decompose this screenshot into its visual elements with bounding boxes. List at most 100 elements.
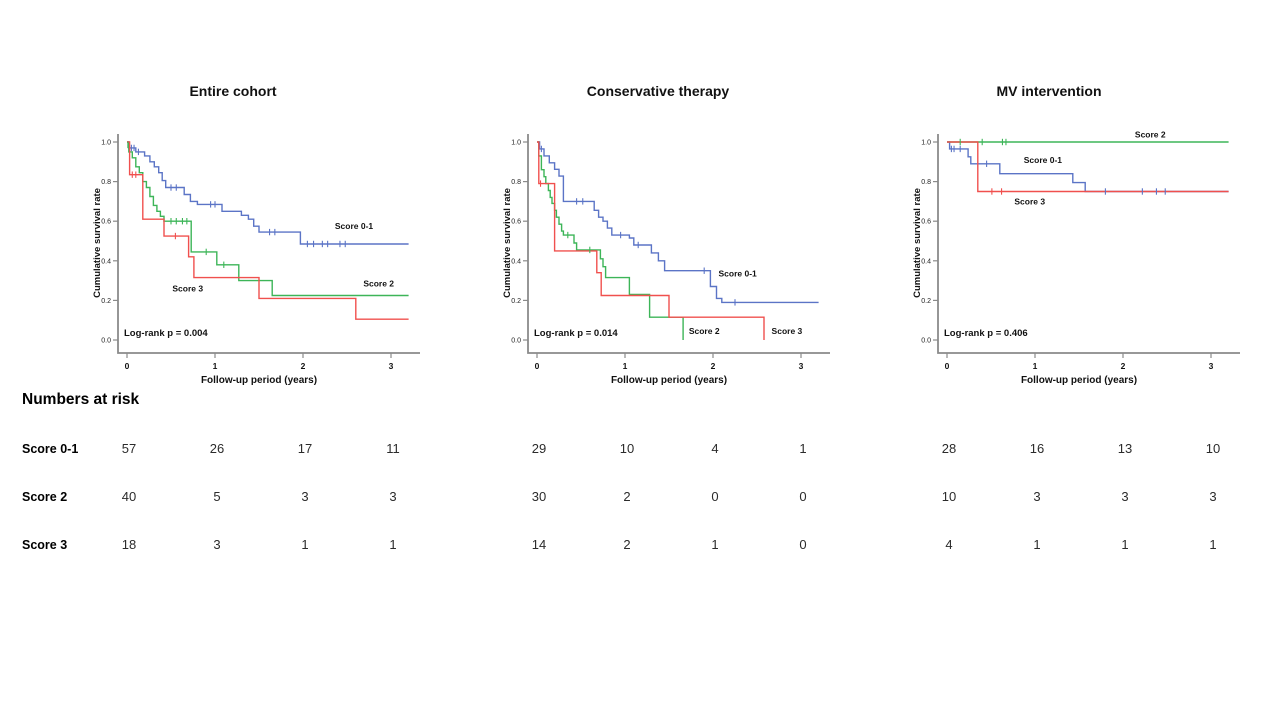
risk-count: 1 <box>799 441 807 456</box>
km-plot-svg: Conservative therapy 0.0 0.2 0.4 0.6 0.8 1.0 0 1… <box>502 83 830 386</box>
x-tick-label: 2 <box>711 361 716 371</box>
risk-count: 29 <box>531 441 547 456</box>
curve-label-score-3: Score 3 <box>772 326 803 336</box>
curve-label-score-0-1: Score 0-1 <box>335 221 374 231</box>
curve-label-score-3: Score 3 <box>172 284 203 294</box>
risk-count: 1 <box>711 537 719 552</box>
risk-count: 1 <box>1209 537 1217 552</box>
km-panel-entire-cohort: Entire cohort 0.0 0.2 0.4 0.6 0.8 1.0 0 1 2 3 Cumul… <box>92 70 437 390</box>
risk-count: 4 <box>945 537 953 552</box>
y-tick-label: 0.4 <box>921 258 931 265</box>
panel-title: Entire cohort <box>189 83 276 99</box>
risk-row-label: Score 3 <box>22 538 68 552</box>
risk-count: 11 <box>386 441 400 456</box>
risk-count: 10 <box>941 489 957 504</box>
risk-count: 1 <box>1033 537 1041 552</box>
risk-count: 1 <box>301 537 309 552</box>
y-tick-label: 0.0 <box>101 338 111 345</box>
y-tick-label: 0.2 <box>511 298 521 305</box>
risk-count: 3 <box>1121 489 1129 504</box>
y-tick-label: 0.6 <box>101 219 111 226</box>
risk-count: 3 <box>389 489 397 504</box>
km-panel-conservative-therapy: Conservative therapy 0.0 0.2 0.4 0.6 0.8 1.0 0 1… <box>502 70 847 390</box>
x-tick-label: 2 <box>1121 361 1126 371</box>
km-plot-svg: MV intervention 0.0 0.2 0.4 0.6 0.8 1.0 0 1 2 3 Cum… <box>912 83 1240 386</box>
km-plot-svg: Entire cohort 0.0 0.2 0.4 0.6 0.8 1.0 0 1 2 3 Cumul… <box>92 83 420 386</box>
y-tick-label: 1.0 <box>101 140 111 147</box>
x-axis-title: Follow-up period (years) <box>1021 375 1137 386</box>
km-panel-mv-intervention: MV intervention 0.0 0.2 0.4 0.6 0.8 1.0 0 1 2 3 Cum… <box>912 70 1257 390</box>
risk-count: 3 <box>1209 489 1217 504</box>
x-tick-label: 0 <box>125 361 130 371</box>
risk-table-heading: Numbers at risk <box>22 391 140 408</box>
logrank-annotation: Log-rank p = 0.004 <box>124 328 208 339</box>
logrank-annotation: Log-rank p = 0.014 <box>534 328 618 339</box>
y-tick-label: 0.4 <box>101 258 111 265</box>
y-axis-title: Cumulative survival rate <box>502 188 513 298</box>
y-tick-label: 0.6 <box>921 219 931 226</box>
survival-curve-score-0-1 <box>127 141 409 245</box>
panel-title: MV intervention <box>996 83 1101 99</box>
curve-label-score-0-1: Score 0-1 <box>1024 155 1063 165</box>
x-axis-title: Follow-up period (years) <box>201 375 317 386</box>
risk-count: 4 <box>711 441 719 456</box>
risk-count: 1 <box>1121 537 1129 552</box>
x-tick-label: 1 <box>623 361 628 371</box>
y-tick-label: 0.4 <box>511 258 521 265</box>
risk-count: 0 <box>799 537 807 552</box>
risk-count: 2 <box>623 537 631 552</box>
risk-count: 0 <box>711 489 719 504</box>
risk-count: 2 <box>623 489 631 504</box>
risk-count: 3 <box>213 537 221 552</box>
axes-lines <box>937 134 1240 354</box>
x-tick-label: 0 <box>945 361 950 371</box>
risk-row-label: Score 2 <box>22 490 68 504</box>
y-tick-label: 0.2 <box>101 298 111 305</box>
risk-count: 13 <box>1117 441 1133 456</box>
x-tick-label: 3 <box>389 361 394 371</box>
risk-count: 3 <box>301 489 309 504</box>
survival-curve-score-0-1 <box>947 141 1229 193</box>
y-tick-label: 0.0 <box>511 338 521 345</box>
risk-count: 57 <box>121 441 137 456</box>
x-tick-label: 1 <box>213 361 218 371</box>
y-tick-label: 0.8 <box>921 179 931 186</box>
y-tick-label: 0.6 <box>511 219 521 226</box>
risk-count: 1 <box>389 537 397 552</box>
x-axis-title: Follow-up period (years) <box>611 375 727 386</box>
survival-curve-score-3 <box>947 141 1229 193</box>
x-tick-label: 2 <box>301 361 306 371</box>
logrank-annotation: Log-rank p = 0.406 <box>944 328 1028 339</box>
y-axis-title: Cumulative survival rate <box>912 188 923 298</box>
x-tick-label: 0 <box>535 361 540 371</box>
risk-count: 17 <box>297 441 313 456</box>
curve-label-score-3: Score 3 <box>1014 196 1045 206</box>
risk-count: 0 <box>799 489 807 504</box>
axes-lines <box>117 134 420 354</box>
survival-curve-score-3 <box>537 141 765 340</box>
y-tick-label: 0.0 <box>921 338 931 345</box>
risk-count: 16 <box>1029 441 1045 456</box>
curve-label-score-2: Score 2 <box>363 279 394 289</box>
x-tick-label: 1 <box>1033 361 1038 371</box>
risk-count: 26 <box>209 441 225 456</box>
risk-count: 10 <box>619 441 635 456</box>
risk-row-label: Score 0-1 <box>22 442 79 456</box>
risk-count: 28 <box>941 441 957 456</box>
risk-count: 14 <box>531 537 547 552</box>
curve-label-score-2: Score 2 <box>689 326 720 336</box>
y-tick-label: 1.0 <box>921 140 931 147</box>
y-tick-label: 0.8 <box>101 179 111 186</box>
curve-label-score-0-1: Score 0-1 <box>718 269 757 279</box>
y-axis-title: Cumulative survival rate <box>92 188 103 298</box>
survival-curve-score-2 <box>127 141 409 297</box>
y-tick-label: 0.8 <box>511 179 521 186</box>
survival-curve-score-2 <box>537 141 684 340</box>
x-tick-label: 3 <box>1209 361 1214 371</box>
risk-count: 40 <box>121 489 137 504</box>
risk-count: 3 <box>1033 489 1041 504</box>
y-tick-label: 0.2 <box>921 298 931 305</box>
y-tick-label: 1.0 <box>511 140 521 147</box>
axes-lines <box>527 134 830 354</box>
